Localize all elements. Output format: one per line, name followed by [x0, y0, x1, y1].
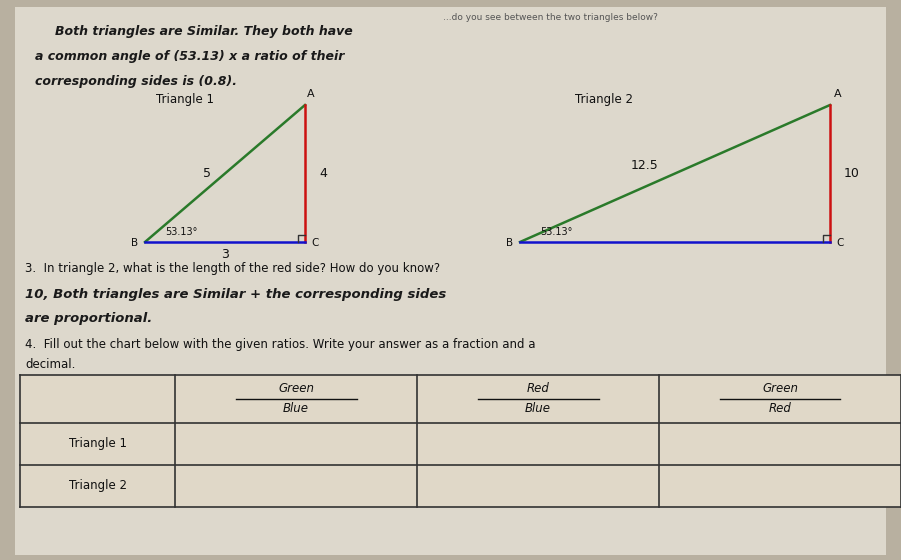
Text: 4.  Fill out the chart below with the given ratios. Write your answer as a fract: 4. Fill out the chart below with the giv… — [25, 338, 535, 351]
Text: B: B — [132, 238, 139, 248]
Text: Green: Green — [762, 382, 798, 395]
Text: 53.13°: 53.13° — [540, 227, 572, 237]
Text: 53.13°: 53.13° — [165, 227, 197, 237]
Text: 5: 5 — [203, 167, 211, 180]
Text: a common angle of (53.13) x a ratio of their: a common angle of (53.13) x a ratio of t… — [35, 50, 344, 63]
Text: A: A — [307, 89, 314, 99]
Text: Triangle 1: Triangle 1 — [156, 93, 214, 106]
Text: Triangle 1: Triangle 1 — [68, 437, 126, 450]
Text: 4: 4 — [319, 167, 327, 180]
Text: 3.  In triangle 2, what is the length of the red side? How do you know?: 3. In triangle 2, what is the length of … — [25, 262, 440, 275]
Text: Both triangles are Similar. They both have: Both triangles are Similar. They both ha… — [55, 25, 353, 38]
Text: corresponding sides is (0.8).: corresponding sides is (0.8). — [35, 75, 237, 88]
FancyBboxPatch shape — [20, 375, 901, 507]
Text: 10: 10 — [844, 167, 860, 180]
Text: A: A — [834, 89, 842, 99]
Text: C: C — [836, 238, 843, 248]
Text: B: B — [506, 238, 514, 248]
Text: Triangle 2: Triangle 2 — [575, 93, 633, 106]
Text: Triangle 2: Triangle 2 — [68, 479, 126, 492]
Text: are proportional.: are proportional. — [25, 312, 152, 325]
Text: Red: Red — [526, 382, 550, 395]
Text: C: C — [312, 238, 319, 248]
Text: decimal.: decimal. — [25, 358, 76, 371]
FancyBboxPatch shape — [15, 7, 886, 555]
Text: Blue: Blue — [283, 403, 309, 416]
Text: 10, Both triangles are Similar + the corresponding sides: 10, Both triangles are Similar + the cor… — [25, 288, 446, 301]
Text: 3: 3 — [221, 248, 229, 260]
Text: Red: Red — [769, 403, 791, 416]
Text: Green: Green — [278, 382, 314, 395]
Text: ...do you see between the two triangles below?: ...do you see between the two triangles … — [442, 13, 658, 22]
Text: Blue: Blue — [525, 403, 551, 416]
Text: 12.5: 12.5 — [631, 159, 659, 172]
